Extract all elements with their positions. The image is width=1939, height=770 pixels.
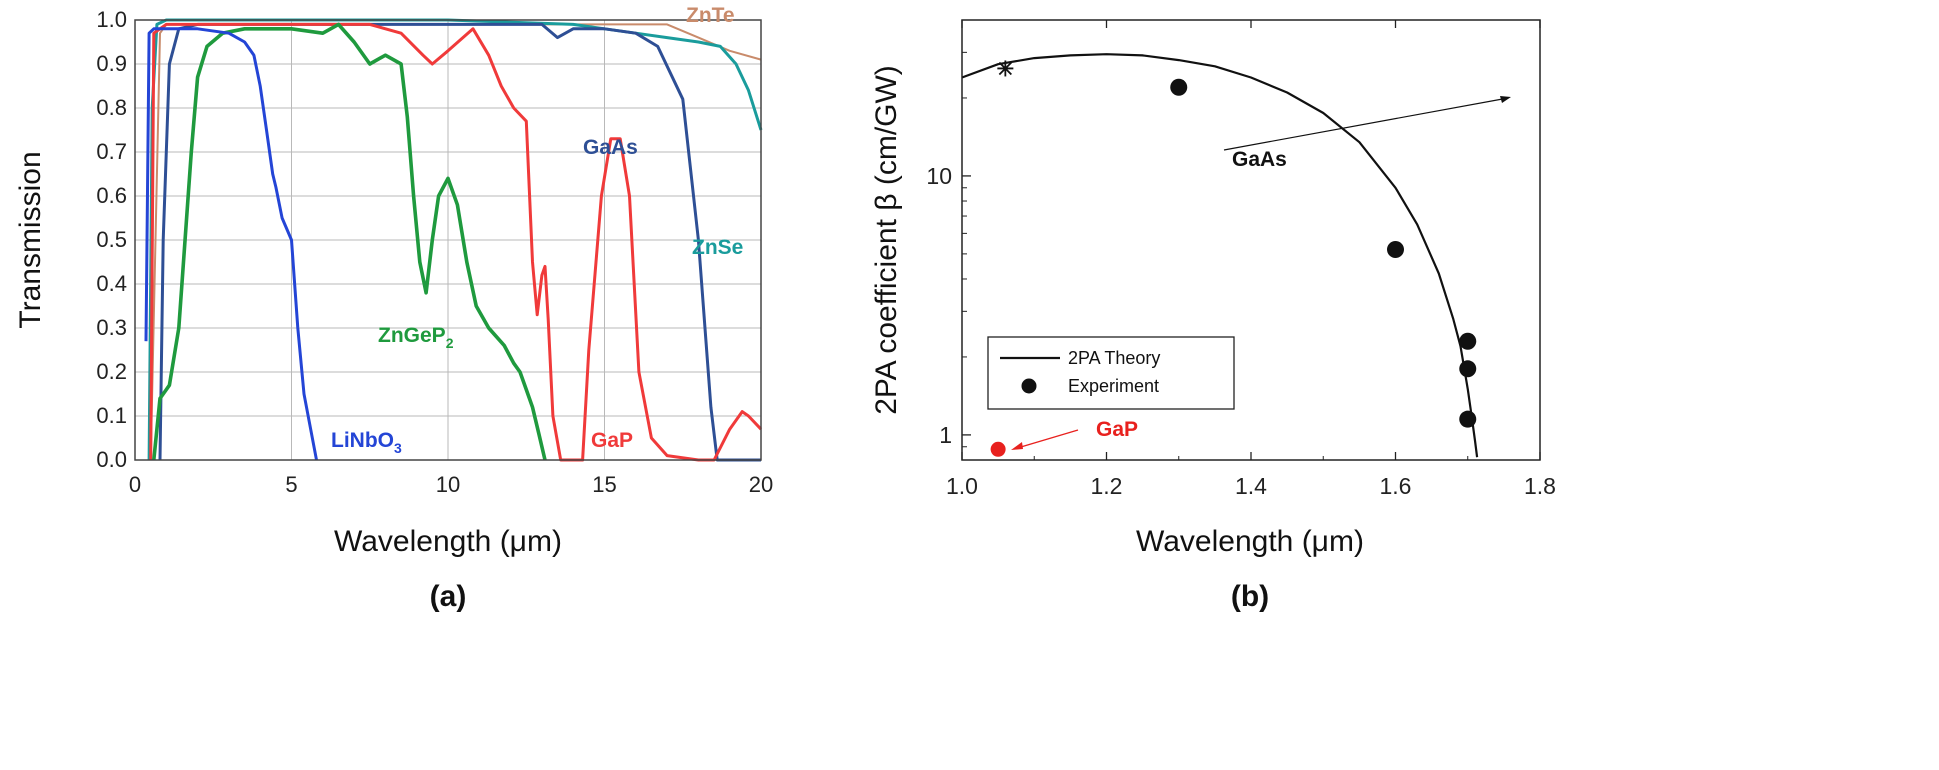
y-tick-label: 1.0 <box>96 7 127 32</box>
x-tick-label: 0 <box>129 472 141 497</box>
legend-box <box>987 336 1235 410</box>
y-tick-label: 0.5 <box>96 227 127 252</box>
series-line-znse <box>147 18 763 461</box>
x-tick-label: 1.0 <box>946 473 978 499</box>
y-tick-label: 0.3 <box>96 315 127 340</box>
two-photon-absorption-chart: 1.0 1.2 1.4 1.6 1.8 1 10 GaAs GaP 2PA Theory E… <box>870 19 1556 613</box>
legend-theory-label: 2PA Theory <box>1068 348 1160 368</box>
x-axis-title-b: Wavelength (μm) <box>1136 525 1364 558</box>
tick-labels-a: 0 5 10 15 20 0.0 0.1 0.2 0.3 0.4 0.5 0.6 0.7 0.8 0.9 1.… <box>96 7 773 497</box>
x-tick-label: 1.6 <box>1380 473 1412 499</box>
x-tick-label: 1.2 <box>1091 473 1123 499</box>
series-line-linbo3 <box>144 27 318 461</box>
x-tick-label: 15 <box>592 472 616 497</box>
x-tick-label: 10 <box>436 472 460 497</box>
y-tick-label: 1 <box>939 422 952 448</box>
y-tick-label: 0.1 <box>96 403 127 428</box>
x-tick-label: 1.4 <box>1235 473 1267 499</box>
label-znse: ZnSe <box>692 236 743 259</box>
gap-arrow <box>1013 429 1079 450</box>
gap-point <box>990 441 1006 457</box>
panel-label-b: (b) <box>1231 580 1269 613</box>
x-axis-title-a: Wavelength (μm) <box>334 525 562 558</box>
series-line-gaas <box>158 22 761 462</box>
x-tick-label: 5 <box>285 472 297 497</box>
tick-labels-b: 1.0 1.2 1.4 1.6 1.8 1 10 <box>926 163 1556 499</box>
star-marker <box>997 60 1014 77</box>
plot-content-b <box>961 20 1541 460</box>
label-gap: GaP <box>591 429 633 452</box>
experiment-point <box>1170 78 1188 96</box>
y-tick-label: 0.7 <box>96 139 127 164</box>
x-tick-label: 20 <box>749 472 773 497</box>
transmission-chart: 0 5 10 15 20 0.0 0.1 0.2 0.3 0.4 0.5 0.6 0.7 0.8 0.9 1.… <box>14 4 773 613</box>
grid-a <box>134 19 762 461</box>
annotation-gap: GaP <box>1096 418 1138 441</box>
gap-arrow-head <box>1011 442 1023 450</box>
plot-frame-a <box>134 19 762 461</box>
label-zngep2: ZnGeP2 <box>378 324 454 351</box>
y-axis-title-a: Transmission <box>14 151 47 328</box>
y-tick-label: 0.2 <box>96 359 127 384</box>
gaas-arrow <box>1223 97 1509 151</box>
gaas-arrow-head <box>1500 96 1511 103</box>
label-gaas: GaAs <box>583 136 638 159</box>
plot-frame-b <box>961 19 1541 461</box>
y-tick-label: 10 <box>926 163 952 189</box>
x-tick-label: 1.8 <box>1524 473 1556 499</box>
annotation-gaas: GaAs <box>1232 148 1287 171</box>
y-tick-label: 0.6 <box>96 183 127 208</box>
series-lines-a <box>144 18 763 462</box>
y-tick-label: 0.9 <box>96 51 127 76</box>
series-line-gap <box>149 22 763 462</box>
y-axis-title-b: 2PA coefficient β (cm/GW) <box>870 65 903 415</box>
legend-experiment-swatch <box>1021 378 1037 394</box>
label-znte: ZnTe <box>686 4 735 27</box>
y-tick-label: 0.4 <box>96 271 127 296</box>
experiment-point <box>1387 240 1404 258</box>
legend-b: 2PA Theory Experiment <box>987 336 1235 410</box>
y-tick-label: 0.0 <box>96 447 127 472</box>
legend-experiment-label: Experiment <box>1068 376 1159 396</box>
experiment-point <box>1459 410 1477 428</box>
experiment-point <box>1459 332 1477 350</box>
experiment-point <box>1459 360 1477 378</box>
series-line-zngep2 <box>152 22 547 461</box>
panel-label-a: (a) <box>430 580 467 613</box>
label-linbo3: LiNbO3 <box>331 429 402 456</box>
y-tick-label: 0.8 <box>96 95 127 120</box>
